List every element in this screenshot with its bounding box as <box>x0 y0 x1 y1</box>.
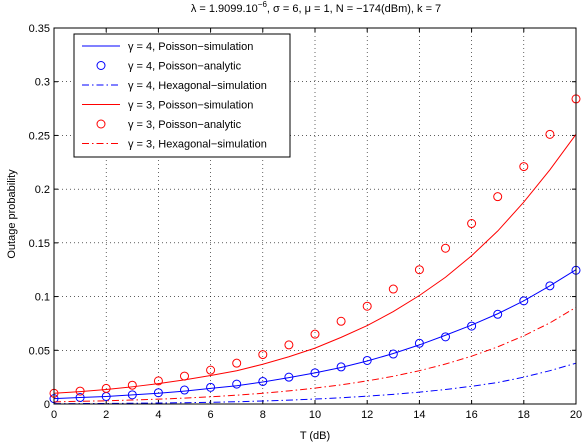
series-marker-2 <box>336 362 346 372</box>
legend: γ = 4, Poisson−simulation γ = 4, Poisson−… <box>73 33 291 158</box>
series-marker-2 <box>153 388 163 398</box>
y-tick-label: 0.05 <box>29 345 50 357</box>
y-axis-label: Outage probability <box>6 169 18 259</box>
series-line-3 <box>53 362 577 405</box>
series-marker-2 <box>414 338 424 348</box>
legend-swatch-marker-2 <box>96 61 106 70</box>
y-tick-label: 0.15 <box>29 238 50 250</box>
series-line-6 <box>53 306 577 403</box>
y-tick-label: 0.35 <box>29 23 50 35</box>
legend-label-3: γ = 4, Hexagonal−simulation <box>128 80 267 92</box>
series-marker-2 <box>467 321 477 331</box>
series-marker-2 <box>258 376 268 386</box>
legend-label-4: γ = 3, Poisson−simulation <box>128 100 253 112</box>
series-marker-2 <box>180 385 189 395</box>
series-marker-5 <box>519 162 529 172</box>
legend-label-6: γ = 3, Hexagonal−simulation <box>128 139 267 151</box>
series-marker-5 <box>414 265 424 275</box>
series-marker-5 <box>310 329 320 339</box>
series-marker-5 <box>75 386 85 396</box>
x-tick-label: 18 <box>518 409 530 421</box>
legend-label-1: γ = 4, Poisson−simulation <box>128 41 253 53</box>
series-marker-2 <box>206 382 216 392</box>
series-marker-2 <box>388 349 398 359</box>
y-tick-label: 0.1 <box>35 292 50 304</box>
chart-title-main: λ = 1.9099.10 <box>191 3 258 15</box>
series-marker-5 <box>101 383 111 393</box>
series-marker-5 <box>127 380 137 390</box>
series-marker-5 <box>493 192 503 202</box>
legend-label-2: γ = 4, Poisson−analytic <box>128 61 242 73</box>
series-marker-2 <box>284 372 294 382</box>
series-marker-5 <box>232 358 242 368</box>
series-line-1 <box>53 269 577 400</box>
x-tick-label: 0 <box>51 409 57 421</box>
series-marker-5 <box>545 129 555 139</box>
series-marker-2 <box>127 390 137 400</box>
series-marker-5 <box>153 376 163 386</box>
series-marker-5 <box>441 243 450 253</box>
x-tick-label: 14 <box>413 409 425 421</box>
y-tick-label: 0.2 <box>35 184 50 196</box>
series-marker-2 <box>362 355 372 365</box>
x-tick-label: 8 <box>260 409 266 421</box>
series-marker-2 <box>493 309 503 319</box>
series-marker-5 <box>388 284 398 294</box>
x-tick-label: 16 <box>465 409 477 421</box>
y-tick-label: 0 <box>44 399 50 411</box>
x-tick-label: 20 <box>570 409 582 421</box>
chart-title-rest: , σ = 6, μ = 1, N = −174(dBm), k = 7 <box>267 3 441 15</box>
y-tick-label: 0.3 <box>35 77 50 89</box>
series-marker-5 <box>180 371 189 381</box>
x-tick-label: 10 <box>309 409 321 421</box>
series-marker-5 <box>258 350 268 360</box>
series-marker-5 <box>284 340 294 350</box>
series-marker-2 <box>232 379 242 389</box>
series-marker-2 <box>75 393 85 403</box>
series-line-4 <box>53 134 577 394</box>
legend-swatch-marker-5 <box>96 119 106 129</box>
x-tick-label: 2 <box>103 409 109 421</box>
series-marker-2 <box>441 332 450 342</box>
x-axis-label: T (dB) <box>300 430 330 442</box>
legend-box <box>73 33 291 158</box>
chart-title: λ = 1.9099.10−6, σ = 6, μ = 1, N = −174(… <box>191 0 441 15</box>
x-tick-label: 12 <box>361 409 373 421</box>
series-marker-5 <box>336 316 346 326</box>
chart-title-superscript: −6 <box>258 0 268 9</box>
series-marker-5 <box>206 365 216 375</box>
x-tick-label: 4 <box>155 409 161 421</box>
series-marker-5 <box>467 219 477 229</box>
axes-box <box>53 27 577 405</box>
series-marker-2 <box>545 281 555 291</box>
x-tick-label: 6 <box>208 409 214 421</box>
legend-label-5: γ = 3, Poisson−analytic <box>128 119 242 131</box>
y-tick-label: 0.25 <box>29 130 50 142</box>
series-marker-5 <box>362 301 372 311</box>
series-marker-2 <box>519 296 529 306</box>
series-marker-2 <box>310 368 320 378</box>
